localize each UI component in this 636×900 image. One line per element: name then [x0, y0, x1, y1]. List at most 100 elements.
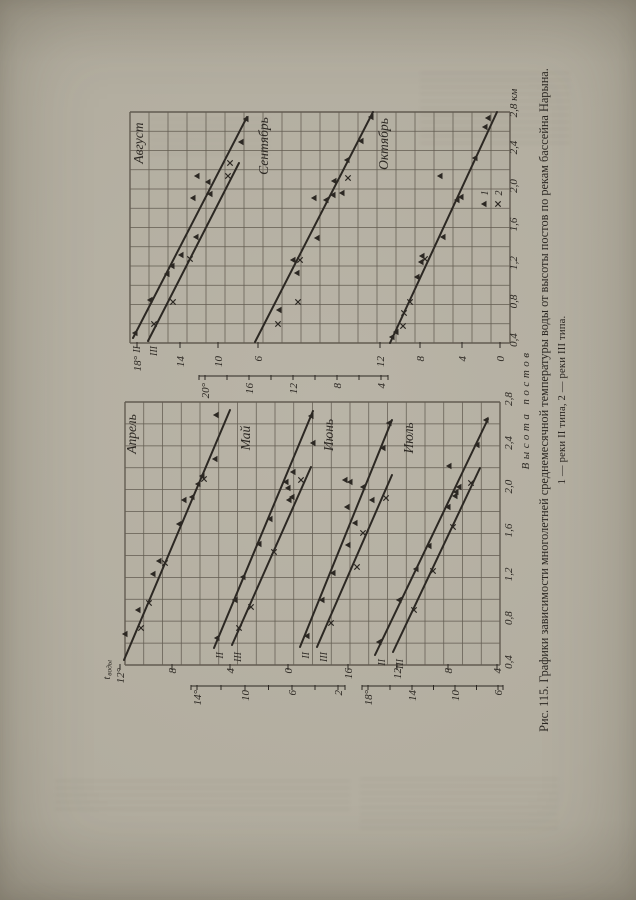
- trend-line-II: [374, 418, 489, 656]
- triangle-marker: [451, 492, 458, 500]
- x-marker: [274, 320, 282, 328]
- legend-label: 2: [494, 191, 505, 196]
- x-tick-label: 2,8: [503, 392, 515, 406]
- x-tick-label: 2,4: [508, 140, 520, 154]
- line-type-label: III: [319, 651, 330, 663]
- line-type-label: II: [215, 651, 226, 659]
- triangle-marker: [346, 478, 353, 486]
- x-tick-label: 0,8: [508, 294, 520, 308]
- triangle-marker: [188, 493, 195, 501]
- x-tick-label: 2,0: [508, 179, 520, 193]
- triangle-marker: [310, 194, 317, 202]
- grid-left: [124, 401, 501, 666]
- triangle-marker: [146, 296, 153, 304]
- x-marker: [200, 475, 208, 483]
- triangle-marker: [367, 113, 374, 121]
- triangle-marker: [309, 439, 316, 447]
- scale-label: 2: [333, 690, 345, 696]
- trend-line-II: [213, 410, 314, 649]
- scale-label: 4: [492, 668, 504, 674]
- triangle-marker: [480, 200, 487, 208]
- scale-label: 0: [283, 668, 295, 674]
- x-marker: [137, 624, 145, 632]
- x-marker: [169, 298, 177, 306]
- trend-line-II: [299, 419, 393, 648]
- triangle-marker: [303, 632, 310, 640]
- x-marker: [296, 256, 304, 264]
- triangle-marker: [357, 137, 364, 145]
- triangle-marker: [131, 329, 138, 337]
- x-tick-label: 0,4: [508, 333, 520, 347]
- x-axis-word: Высота: [520, 411, 532, 470]
- scale-label: 8: [167, 668, 179, 674]
- triangle-marker: [344, 541, 351, 549]
- triangle-marker: [338, 189, 345, 197]
- triangle-marker: [289, 256, 296, 264]
- triangle-marker: [192, 233, 199, 241]
- x-tick-label: 0,4: [503, 655, 515, 669]
- triangle-marker: [452, 488, 459, 496]
- trend-line-III: [316, 474, 393, 648]
- scale-label: 10: [240, 690, 252, 702]
- triangle-marker: [231, 596, 238, 604]
- x-marker: [150, 320, 158, 328]
- month-panel-september: 20° 16 12 8 4 Сентябрь: [198, 111, 389, 398]
- bleedthrough-smudge: [55, 780, 350, 814]
- scale-label: 20°: [200, 382, 212, 398]
- x-tick-label: 2,8 км: [508, 89, 520, 118]
- triangle-marker: [211, 455, 218, 463]
- scale-label: 0: [495, 356, 507, 362]
- triangle-marker: [322, 196, 329, 204]
- triangle-marker: [359, 483, 366, 491]
- month-panel-april: 12° 8 4 0 tводы Апрель: [102, 409, 295, 683]
- bleedthrough-smudge: [360, 778, 558, 832]
- scale-label: 8: [443, 668, 455, 674]
- grid-right: [129, 111, 511, 344]
- triangle-marker: [395, 596, 402, 604]
- triangle-marker: [177, 251, 184, 259]
- scale-label: 4: [376, 383, 388, 389]
- triangle-marker: [444, 503, 451, 511]
- x-axis-word: постов: [520, 349, 532, 404]
- scale-label: 6: [287, 690, 299, 696]
- triangle-marker: [288, 493, 295, 501]
- triangle-marker: [425, 542, 432, 550]
- triangle-marker: [293, 269, 300, 277]
- scale-label: 4: [457, 356, 469, 362]
- triangle-marker: [194, 480, 201, 488]
- month-label: Июнь: [321, 419, 336, 452]
- x-tick-label: 2,0: [503, 479, 515, 493]
- x-marker: [467, 479, 475, 487]
- triangle-marker: [330, 177, 337, 185]
- line-type-label: II: [377, 658, 388, 666]
- triangle-marker: [445, 462, 452, 470]
- line-type-label: III: [395, 658, 406, 670]
- x-tick-label: 0,8: [503, 611, 515, 625]
- bleedthrough-smudge: [420, 72, 570, 144]
- x-marker: [429, 567, 437, 575]
- triangle-marker: [266, 515, 273, 523]
- scale-label: 14°: [192, 689, 204, 705]
- triangle-marker: [168, 262, 175, 270]
- scale-label: 10: [450, 690, 462, 702]
- x-marker: [224, 172, 232, 180]
- triangle-marker: [175, 520, 182, 528]
- x-marker: [161, 559, 169, 567]
- x-marker: [399, 322, 407, 330]
- line-type-label: III: [233, 651, 244, 663]
- month-label: Сентябрь: [256, 117, 271, 175]
- figure-caption-line1: Рис. 115. Графики зависимости многолетне…: [537, 68, 551, 732]
- triangle-marker: [436, 172, 443, 180]
- triangle-marker: [484, 114, 491, 122]
- month-label: Апрель: [124, 414, 139, 454]
- trend-line-III: [392, 467, 481, 653]
- x-tick-label: 1,2: [508, 256, 520, 270]
- triangle-marker: [351, 519, 358, 527]
- triangle-marker: [155, 557, 162, 565]
- scale-label: 12: [392, 668, 404, 680]
- triangle-marker: [284, 484, 291, 492]
